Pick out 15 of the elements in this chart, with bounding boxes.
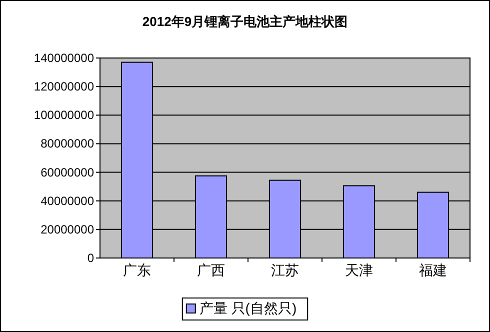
y-tick-label: 120000000 (34, 80, 94, 94)
x-tick-label: 天津 (345, 262, 373, 278)
chart-title: 2012年9月锂离子电池主产地柱状图 (142, 14, 348, 29)
y-tick-label: 80000000 (40, 136, 94, 151)
x-tick-label: 福建 (419, 262, 447, 278)
legend-label: 产量 只(自然只) (199, 300, 297, 316)
y-tick-label: 20000000 (40, 222, 94, 236)
y-tick-label: 0 (87, 251, 94, 265)
x-tick-label: 广东 (123, 262, 151, 278)
y-tick-label: 140000000 (34, 51, 94, 65)
y-tick-label: 100000000 (34, 108, 94, 122)
x-tick-label: 江苏 (271, 262, 299, 278)
y-tick-label: 40000000 (40, 194, 94, 208)
y-tick-label: 60000000 (40, 165, 94, 180)
x-tick-label: 广西 (197, 262, 225, 278)
